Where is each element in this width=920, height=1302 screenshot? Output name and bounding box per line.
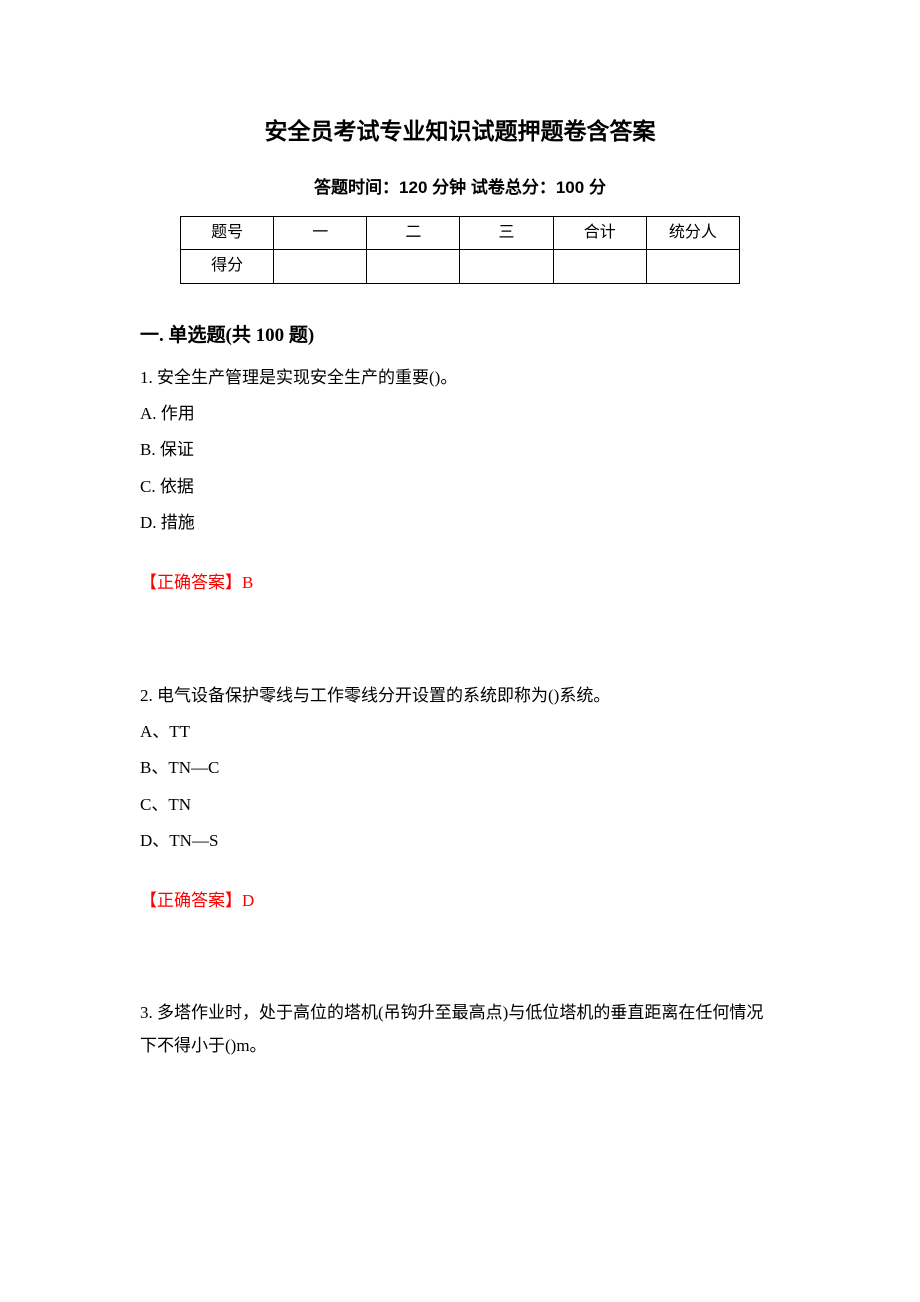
- table-cell: 二: [367, 216, 460, 249]
- table-cell: [553, 250, 646, 283]
- table-cell: 一: [274, 216, 367, 249]
- table-cell: [460, 250, 553, 283]
- question-stem: 1. 安全生产管理是实现安全生产的重要()。: [140, 362, 780, 394]
- table-cell: [274, 250, 367, 283]
- option-a: A. 作用: [140, 398, 780, 430]
- option-c: C. 依据: [140, 471, 780, 503]
- table-row: 题号 一 二 三 合计 统分人: [181, 216, 740, 249]
- answer-text: 【正确答案】D: [140, 885, 780, 917]
- table-cell: 得分: [181, 250, 274, 283]
- option-c: C、TN: [140, 789, 780, 821]
- table-cell: 题号: [181, 216, 274, 249]
- exam-page: 安全员考试专业知识试题押题卷含答案 答题时间：120 分钟 试卷总分：100 分…: [0, 0, 920, 1302]
- question-block: 1. 安全生产管理是实现安全生产的重要()。 A. 作用 B. 保证 C. 依据…: [140, 362, 780, 600]
- option-d: D、TN—S: [140, 825, 780, 857]
- option-d: D. 措施: [140, 507, 780, 539]
- option-a: A、TT: [140, 716, 780, 748]
- question-stem: 3. 多塔作业时，处于高位的塔机(吊钩升至最高点)与低位塔机的垂直距离在任何情况…: [140, 997, 780, 1062]
- question-block: 3. 多塔作业时，处于高位的塔机(吊钩升至最高点)与低位塔机的垂直距离在任何情况…: [140, 997, 780, 1062]
- section-heading: 一. 单选题(共 100 题): [140, 318, 780, 354]
- table-cell: 三: [460, 216, 553, 249]
- page-subtitle: 答题时间：120 分钟 试卷总分：100 分: [140, 172, 780, 204]
- option-b: B. 保证: [140, 434, 780, 466]
- table-cell: [367, 250, 460, 283]
- question-block: 2. 电气设备保护零线与工作零线分开设置的系统即称为()系统。 A、TT B、T…: [140, 680, 780, 918]
- option-b: B、TN—C: [140, 752, 780, 784]
- score-table: 题号 一 二 三 合计 统分人 得分: [180, 216, 740, 284]
- page-title: 安全员考试专业知识试题押题卷含答案: [140, 110, 780, 154]
- table-row: 得分: [181, 250, 740, 283]
- table-cell: [646, 250, 739, 283]
- table-cell: 合计: [553, 216, 646, 249]
- table-cell: 统分人: [646, 216, 739, 249]
- answer-text: 【正确答案】B: [140, 567, 780, 599]
- question-stem: 2. 电气设备保护零线与工作零线分开设置的系统即称为()系统。: [140, 680, 780, 712]
